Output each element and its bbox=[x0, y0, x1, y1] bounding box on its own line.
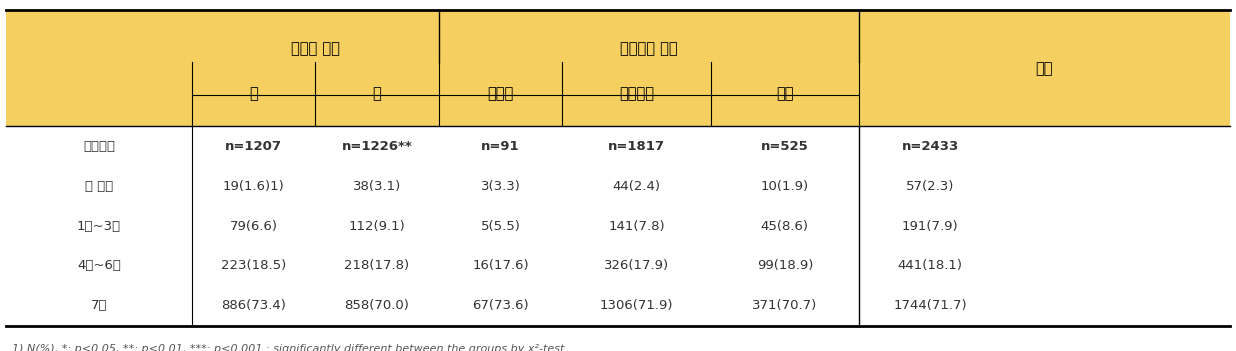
Text: 371(70.7): 371(70.7) bbox=[753, 299, 817, 312]
Text: 191(7.9): 191(7.9) bbox=[902, 220, 958, 233]
Text: n=1207: n=1207 bbox=[225, 140, 282, 153]
Text: 전체: 전체 bbox=[1036, 61, 1053, 76]
Text: 218(17.8): 218(17.8) bbox=[345, 259, 409, 272]
Text: 1회~3회: 1회~3회 bbox=[77, 220, 121, 233]
Text: 79(6.6): 79(6.6) bbox=[230, 220, 277, 233]
Text: 858(70.0): 858(70.0) bbox=[345, 299, 409, 312]
Text: 38(3.1): 38(3.1) bbox=[352, 180, 402, 193]
Text: n=91: n=91 bbox=[481, 140, 520, 153]
Text: 저체중: 저체중 bbox=[487, 86, 514, 101]
Text: 정상체중: 정상체중 bbox=[619, 86, 654, 101]
Text: 99(18.9): 99(18.9) bbox=[756, 259, 813, 272]
Text: 남: 남 bbox=[248, 86, 258, 101]
Text: 886(73.4): 886(73.4) bbox=[221, 299, 286, 312]
Text: 112(9.1): 112(9.1) bbox=[349, 220, 405, 233]
Text: 44(2.4): 44(2.4) bbox=[613, 180, 660, 193]
Bar bbox=[6, 61, 1230, 126]
Text: 1) N(%), *: p<0.05, **: p<0.01, ***: p<0.001 : significantly different between t: 1) N(%), *: p<0.05, **: p<0.01, ***: p<0… bbox=[12, 344, 569, 351]
Text: 19(1.6)1): 19(1.6)1) bbox=[222, 180, 284, 193]
Text: 비만도에 따라: 비만도에 따라 bbox=[620, 41, 677, 57]
Text: 7회: 7회 bbox=[90, 299, 108, 312]
Text: 아침식사: 아침식사 bbox=[83, 140, 115, 153]
Text: 441(18.1): 441(18.1) bbox=[897, 259, 963, 272]
Bar bbox=[6, 126, 1230, 326]
Text: 비만: 비만 bbox=[776, 86, 794, 101]
Text: 1306(71.9): 1306(71.9) bbox=[599, 299, 674, 312]
Text: 3(3.3): 3(3.3) bbox=[481, 180, 520, 193]
Text: 45(8.6): 45(8.6) bbox=[761, 220, 808, 233]
Text: n=1226**: n=1226** bbox=[341, 140, 413, 153]
Text: 57(2.3): 57(2.3) bbox=[906, 180, 954, 193]
Text: n=1817: n=1817 bbox=[608, 140, 665, 153]
Text: n=525: n=525 bbox=[761, 140, 808, 153]
Text: 안 먹음: 안 먹음 bbox=[85, 180, 112, 193]
Text: 16(17.6): 16(17.6) bbox=[472, 259, 529, 272]
Text: 10(1.9): 10(1.9) bbox=[761, 180, 808, 193]
Text: 4회~6회: 4회~6회 bbox=[77, 259, 121, 272]
Text: n=2433: n=2433 bbox=[901, 140, 959, 153]
Text: 1744(71.7): 1744(71.7) bbox=[894, 299, 967, 312]
Bar bbox=[6, 10, 1230, 61]
Text: 326(17.9): 326(17.9) bbox=[604, 259, 669, 272]
Text: 223(18.5): 223(18.5) bbox=[221, 259, 286, 272]
Text: 67(73.6): 67(73.6) bbox=[472, 299, 529, 312]
Text: 5(5.5): 5(5.5) bbox=[481, 220, 520, 233]
Text: 성별에 따라: 성별에 따라 bbox=[290, 41, 340, 57]
Text: 여: 여 bbox=[372, 86, 382, 101]
Text: 141(7.8): 141(7.8) bbox=[608, 220, 665, 233]
